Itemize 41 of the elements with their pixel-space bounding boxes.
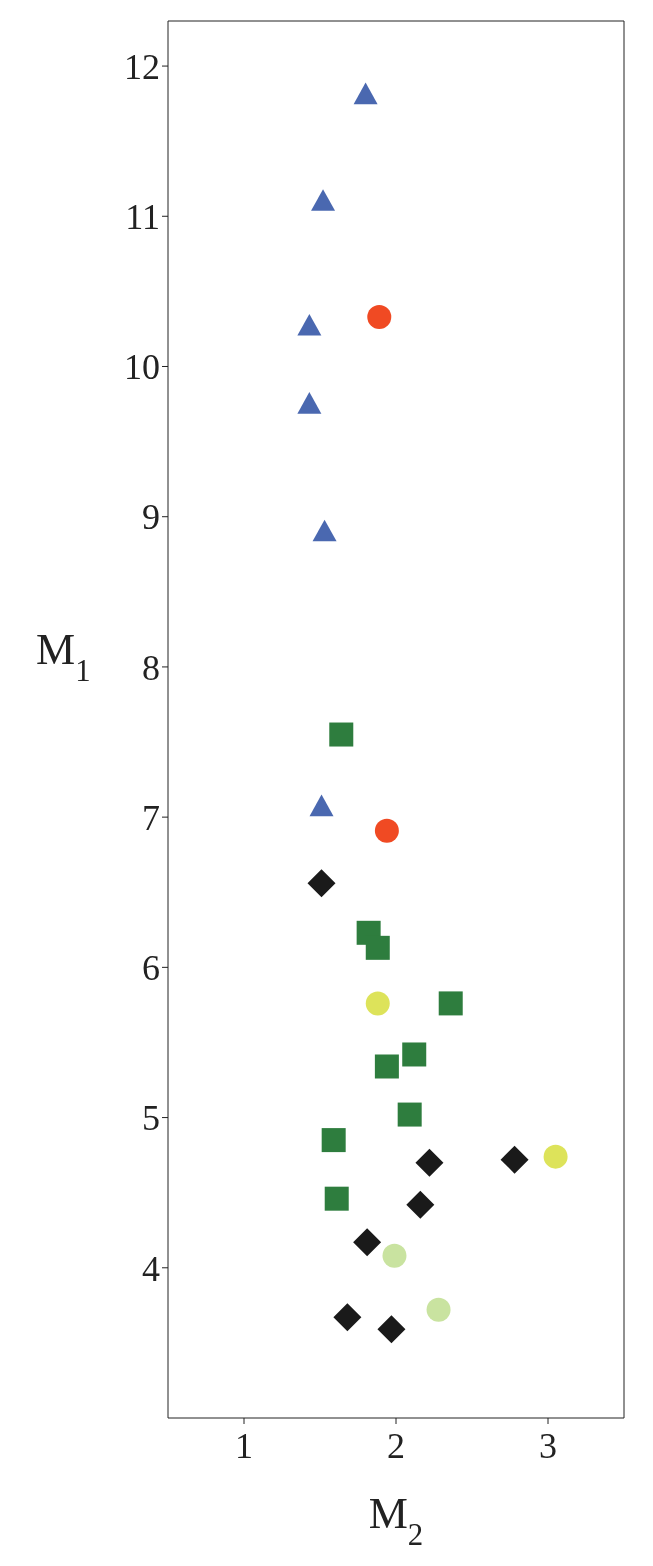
x-tick-label: 1	[235, 1425, 253, 1466]
point	[321, 1128, 346, 1153]
point	[374, 818, 399, 843]
x-tick-label: 2	[387, 1425, 405, 1466]
y-tick-label: 9	[142, 497, 160, 538]
x-tick-label: 3	[539, 1425, 557, 1466]
point	[311, 189, 336, 211]
point	[374, 1054, 399, 1079]
point	[402, 1042, 427, 1067]
point	[543, 1144, 568, 1169]
point	[329, 722, 354, 747]
point	[333, 1303, 362, 1332]
point	[353, 1228, 382, 1257]
point	[307, 869, 336, 898]
point	[500, 1145, 529, 1174]
point	[297, 392, 322, 414]
point	[406, 1190, 435, 1219]
point	[397, 1102, 422, 1127]
y-axis-title: M$_{1}$	[36, 624, 91, 688]
point	[382, 1243, 407, 1268]
x-axis-title: M$_{2}$	[368, 1489, 424, 1552]
y-tick-label: 11	[125, 197, 160, 238]
y-tick-label: 8	[142, 647, 160, 688]
point	[297, 313, 322, 336]
point	[415, 1148, 444, 1177]
point	[426, 1297, 451, 1322]
y-tick-label: 10	[124, 347, 160, 388]
point	[438, 991, 463, 1016]
point	[353, 82, 378, 105]
point	[312, 519, 337, 542]
point	[377, 1315, 406, 1344]
y-tick-label: 12	[124, 46, 160, 87]
y-tick-label: 4	[142, 1248, 160, 1289]
point	[309, 794, 334, 817]
point	[367, 304, 392, 329]
y-tick-label: 5	[142, 1098, 160, 1139]
y-tick-label: 7	[142, 797, 160, 838]
point	[365, 935, 390, 960]
point	[365, 991, 390, 1016]
y-tick-label: 6	[142, 948, 160, 989]
point	[324, 1186, 349, 1211]
